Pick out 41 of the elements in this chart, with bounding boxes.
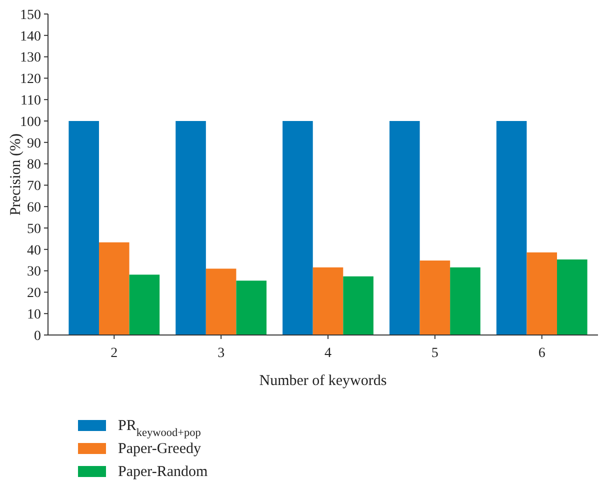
y-axis-title: Precision (%) bbox=[8, 133, 24, 216]
y-tick-label: 0 bbox=[34, 328, 41, 344]
y-tick-label: 130 bbox=[20, 50, 41, 66]
x-axis-title: Number of keywords bbox=[259, 373, 387, 389]
bar bbox=[496, 121, 527, 335]
y-tick-label: 50 bbox=[27, 222, 41, 237]
bar bbox=[176, 121, 206, 335]
y-tick-label: 140 bbox=[20, 29, 41, 44]
x-tick-label: 6 bbox=[538, 346, 546, 361]
y-tick-label: 60 bbox=[27, 200, 41, 216]
bar bbox=[450, 267, 480, 335]
y-tick-label: 150 bbox=[20, 8, 41, 23]
y-tick-label: 120 bbox=[20, 72, 41, 88]
bar bbox=[557, 259, 588, 335]
y-tick-label: 10 bbox=[27, 308, 41, 322]
y-tick-label: 80 bbox=[27, 158, 41, 173]
bar bbox=[526, 252, 558, 335]
bar bbox=[282, 121, 313, 335]
bar bbox=[420, 260, 450, 335]
legend-label: Paper-Greedy bbox=[118, 441, 202, 457]
bar bbox=[98, 242, 130, 335]
bar bbox=[343, 276, 374, 335]
bar bbox=[206, 268, 236, 335]
y-tick-label: 70 bbox=[27, 179, 41, 194]
legend-label: PR$_{keywood+pop}$ bbox=[118, 418, 202, 439]
bar bbox=[68, 121, 99, 335]
legend-label: Paper-Random bbox=[118, 464, 208, 480]
y-tick-label: 110 bbox=[20, 94, 41, 108]
y-tick-label: 20 bbox=[27, 286, 41, 302]
bar bbox=[389, 121, 420, 335]
bar bbox=[236, 280, 267, 335]
bar bbox=[312, 267, 344, 335]
y-tick-label: 100 bbox=[20, 114, 41, 130]
bar bbox=[129, 274, 160, 335]
y-tick-label: 30 bbox=[27, 264, 41, 280]
x-tick-label: 3 bbox=[218, 346, 225, 361]
x-tick-label: 4 bbox=[324, 346, 332, 361]
x-tick-label: 2 bbox=[110, 346, 118, 361]
y-tick-label: 40 bbox=[27, 243, 41, 258]
x-tick-label: 5 bbox=[431, 346, 438, 361]
y-tick-label: 90 bbox=[27, 136, 41, 152]
